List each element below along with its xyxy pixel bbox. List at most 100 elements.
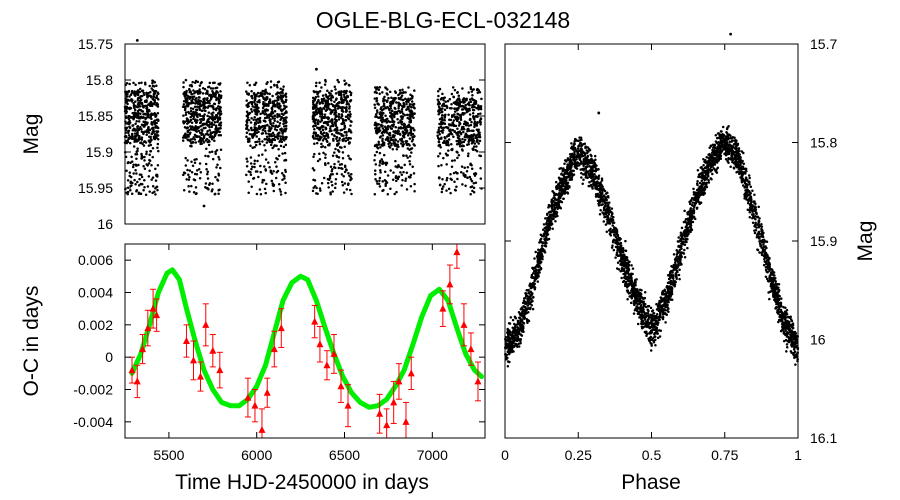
light-curve-time-point (263, 116, 267, 120)
light-curve-time-point (445, 163, 448, 166)
light-curve-time-point (147, 175, 151, 178)
light-curve-time-point (471, 105, 474, 109)
light-curve-time-outlier (135, 39, 139, 42)
light-curve-time-point (393, 90, 397, 93)
o-c-point (251, 389, 259, 423)
light-curve-time-point (271, 131, 275, 135)
light-curve-time-point (457, 94, 461, 97)
o-c-marker (395, 377, 403, 385)
light-curve-time-point (250, 90, 253, 93)
light-curve-time-point (188, 87, 191, 91)
light-curve-time-point (272, 169, 275, 173)
light-curve-time-point (409, 115, 413, 118)
light-curve-time-point (145, 150, 148, 154)
light-curve-time-point (337, 115, 340, 118)
light-curve-time-point (148, 169, 151, 172)
light-curve-time-point (265, 182, 268, 186)
light-curve-time-point (245, 127, 249, 130)
light-curve-time-point (468, 98, 472, 101)
light-curve-time-point (438, 106, 441, 110)
light-curve-time-point (149, 104, 152, 107)
light-curve-time-point (405, 140, 409, 143)
light-curve-time-point (207, 155, 210, 158)
light-curve-time-point (197, 129, 201, 132)
light-curve-time-point (397, 93, 400, 97)
light-curve-time-point (136, 114, 140, 117)
light-curve-time-point (312, 132, 316, 135)
light-curve-time-point (248, 84, 252, 87)
light-curve-time-point (129, 161, 132, 164)
light-curve-time-point (474, 172, 478, 175)
o-c-point (133, 364, 141, 399)
light-curve-time-point (459, 170, 463, 174)
light-curve-time-point (401, 117, 404, 120)
o-c-point (209, 334, 217, 368)
light-curve-time-point (263, 144, 266, 147)
light-curve-time-point (130, 91, 134, 95)
light-curve-time-point (132, 81, 135, 85)
light-curve-time-point (141, 110, 144, 113)
light-curve-time-point (247, 128, 250, 132)
light-curve-time-point (259, 112, 262, 116)
light-curve-time-point (340, 101, 344, 105)
light-curve-time-point (467, 91, 470, 94)
o-c-marker (323, 361, 331, 369)
light-curve-time-point (125, 95, 129, 98)
light-curve-time-point (274, 176, 278, 180)
light-curve-time-point (317, 119, 320, 122)
light-curve-time-point (146, 115, 149, 119)
light-curve-time-point (214, 175, 217, 179)
light-curve-time-point (476, 112, 480, 116)
light-curve-time-point (438, 117, 442, 121)
light-curve-time-point (463, 138, 467, 141)
o-c-point (189, 340, 197, 381)
light-curve-time-point (137, 81, 141, 85)
o-c-point (149, 288, 157, 329)
phased-light-curve-point (509, 316, 513, 319)
light-curve-time-point (280, 140, 284, 144)
light-curve-time-point (273, 103, 277, 107)
light-curve-time-point (151, 176, 155, 179)
light-curve-time-point (252, 177, 255, 180)
light-curve-time-point (285, 135, 288, 139)
light-curve-time-point (350, 192, 353, 196)
light-curve-time-point (149, 90, 152, 94)
light-curve-time-point (450, 178, 453, 181)
light-curve-time-point (201, 86, 205, 90)
light-curve-time-point (186, 126, 189, 129)
light-curve-time-point (386, 193, 390, 196)
light-curve-time-point (438, 87, 442, 91)
light-curve-time-point (336, 144, 339, 147)
light-curve-time-point (193, 161, 197, 164)
light-curve-time-point (247, 180, 250, 183)
light-curve-time-point (212, 105, 215, 109)
phased-light-curve-point (517, 311, 521, 314)
light-curve-time-point (128, 107, 131, 111)
light-curve-time-point (209, 87, 213, 90)
light-curve-time-point (453, 107, 457, 111)
light-curve-time-point (413, 112, 416, 115)
light-curve-time-point (253, 115, 256, 119)
light-curve-time-point (188, 190, 191, 193)
light-curve-time-point (471, 93, 474, 97)
light-curve-time-point (205, 132, 209, 135)
light-curve-time-point (271, 100, 275, 103)
light-curve-time-point (316, 111, 319, 115)
phased-light-curve-point (531, 296, 535, 299)
light-curve-time-point (218, 109, 221, 113)
light-curve-time-point (183, 171, 187, 175)
phased-light-curve-point (702, 163, 705, 167)
phased-light-curve-point (751, 221, 755, 224)
light-curve-time-point (211, 182, 214, 186)
light-curve-time-point (411, 138, 415, 141)
light-curve-time-point (384, 119, 387, 122)
light-curve-time-point (460, 128, 463, 131)
light-curve-time-point (449, 123, 452, 126)
light-curve-time-point (448, 118, 451, 122)
light-curve-time-point (136, 89, 140, 92)
light-curve-time-point (208, 94, 211, 97)
light-curve-time-point (438, 108, 441, 112)
light-curve-time-point (276, 114, 280, 118)
light-curve-time-point (458, 144, 462, 148)
light-curve-time-point (282, 85, 285, 88)
